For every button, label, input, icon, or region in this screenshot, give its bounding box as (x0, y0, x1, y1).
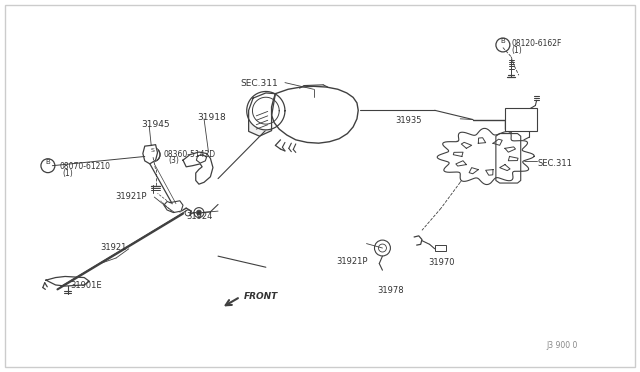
Text: B: B (45, 159, 51, 165)
Polygon shape (505, 147, 515, 152)
Text: 08070-61210: 08070-61210 (60, 162, 110, 171)
Circle shape (196, 210, 202, 215)
Text: 08360-5142D: 08360-5142D (163, 150, 216, 159)
Polygon shape (478, 138, 486, 143)
Polygon shape (456, 161, 467, 166)
Polygon shape (486, 170, 493, 175)
Text: B: B (500, 38, 505, 44)
Bar (505, 109, 537, 131)
Polygon shape (453, 152, 463, 157)
Text: SEC.311: SEC.311 (241, 79, 278, 88)
Polygon shape (196, 155, 207, 163)
Polygon shape (500, 164, 510, 171)
Polygon shape (508, 157, 518, 161)
Text: SEC.311: SEC.311 (538, 159, 573, 168)
Polygon shape (271, 86, 358, 143)
Text: S: S (151, 148, 155, 153)
Polygon shape (496, 134, 521, 183)
Text: 31970: 31970 (428, 258, 455, 267)
Polygon shape (183, 152, 213, 184)
Text: 31051J: 31051J (460, 144, 489, 153)
Text: FRONT: FRONT (244, 292, 278, 301)
Polygon shape (247, 92, 285, 130)
Text: 31921P: 31921P (336, 257, 367, 266)
Polygon shape (164, 201, 183, 212)
Polygon shape (437, 128, 534, 185)
Polygon shape (469, 168, 478, 174)
Text: 31051J: 31051J (458, 142, 486, 151)
Text: (1): (1) (62, 169, 73, 179)
Text: 31901E: 31901E (70, 281, 102, 290)
Text: 31924: 31924 (186, 212, 212, 221)
Text: 31921P: 31921P (115, 192, 147, 201)
Text: (1): (1) (511, 46, 522, 55)
Text: 08120-6162F: 08120-6162F (511, 39, 561, 48)
Text: 31935: 31935 (395, 116, 422, 125)
Polygon shape (143, 145, 157, 164)
Text: 31978: 31978 (378, 286, 404, 295)
Bar (435, 245, 446, 251)
Polygon shape (248, 93, 275, 136)
Polygon shape (461, 142, 472, 148)
Text: 31918: 31918 (198, 113, 227, 122)
Polygon shape (46, 276, 90, 286)
Text: 31921: 31921 (100, 243, 127, 252)
Text: 31945: 31945 (141, 119, 170, 129)
Text: (3): (3) (168, 157, 179, 166)
Text: J3 900 0: J3 900 0 (546, 341, 577, 350)
Polygon shape (493, 139, 502, 145)
